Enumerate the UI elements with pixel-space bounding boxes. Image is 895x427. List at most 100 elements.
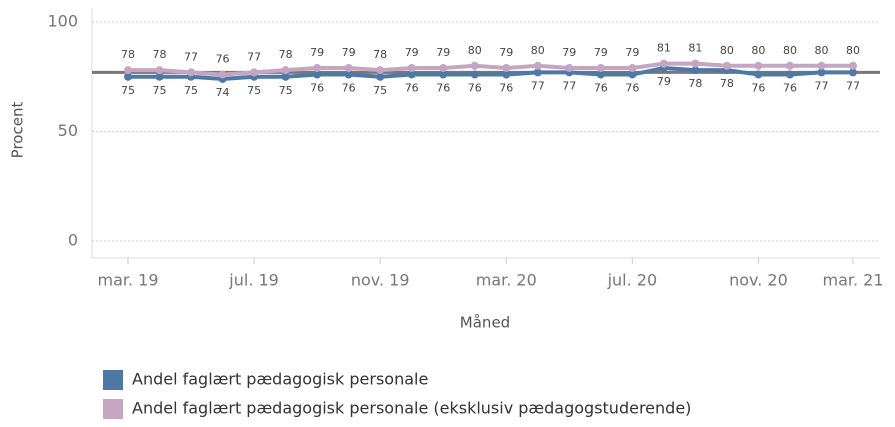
value-label: 76 (342, 82, 356, 95)
value-label: 80 (468, 44, 482, 57)
point (281, 66, 290, 75)
value-label: 76 (751, 82, 765, 95)
y-tick-label: 0 (68, 231, 78, 250)
value-label: 75 (121, 84, 135, 97)
point (124, 72, 132, 81)
value-label: 80 (531, 44, 545, 57)
point (849, 68, 857, 77)
point (376, 66, 385, 75)
value-label: 78 (688, 77, 702, 90)
value-label: 76 (594, 82, 608, 95)
value-label: 77 (531, 79, 545, 92)
value-label: 79 (625, 46, 639, 59)
value-label: 76 (468, 82, 482, 95)
point (533, 61, 542, 70)
point (439, 63, 448, 72)
point (596, 63, 605, 72)
value-label: 81 (657, 42, 671, 55)
x-tick-label: nov. 19 (351, 271, 410, 290)
point (376, 72, 385, 81)
point (817, 61, 826, 70)
value-label: 79 (499, 46, 513, 59)
value-label: 80 (814, 44, 828, 57)
point (502, 70, 511, 79)
point (313, 70, 322, 79)
x-tick-label: mar. 19 (97, 271, 158, 290)
value-label: 80 (720, 44, 734, 57)
value-label: 78 (720, 77, 734, 90)
point (659, 59, 668, 68)
value-label: 79 (310, 46, 324, 59)
value-label: 78 (153, 48, 167, 61)
point (533, 68, 542, 77)
value-label: 79 (594, 46, 608, 59)
point (407, 63, 416, 72)
value-label: 77 (814, 79, 828, 92)
point (628, 70, 637, 79)
value-label: 76 (405, 82, 419, 95)
point (691, 59, 700, 68)
value-label: 78 (121, 48, 135, 61)
value-label: 78 (373, 48, 387, 61)
point (691, 66, 700, 75)
y-axis-title: Procent (9, 102, 27, 159)
point (407, 70, 416, 79)
series-line (128, 65, 853, 81)
value-label: 76 (499, 82, 513, 95)
point (817, 68, 826, 77)
x-tick-label: jul. 20 (607, 271, 658, 290)
point (785, 61, 794, 70)
value-label: 75 (184, 84, 198, 97)
point (565, 63, 574, 72)
value-label: 76 (216, 53, 230, 66)
x-tick-label: jul. 19 (228, 271, 279, 290)
value-label: 80 (846, 44, 860, 57)
value-label: 76 (436, 82, 450, 95)
y-tick-label: 50 (58, 121, 78, 140)
legend-label: Andel faglært pædagogisk personale (eksk… (132, 399, 691, 418)
point (470, 61, 479, 70)
value-label: 75 (279, 84, 293, 97)
value-label: 77 (846, 79, 860, 92)
point (785, 70, 794, 79)
value-label: 80 (751, 44, 765, 57)
value-label: 76 (625, 82, 639, 95)
point (124, 66, 132, 75)
x-tick-label: nov. 20 (729, 271, 788, 290)
point (722, 61, 731, 70)
value-label: 75 (153, 84, 167, 97)
value-label: 78 (279, 48, 293, 61)
point (628, 63, 637, 72)
point (187, 68, 196, 77)
point (439, 70, 448, 79)
point (155, 72, 164, 81)
x-tick-label: mar. 21 (822, 271, 883, 290)
legend-label: Andel faglært pædagogisk personale (132, 370, 428, 389)
legend-swatch (103, 370, 123, 390)
value-label: 76 (783, 82, 797, 95)
x-axis-title: Måned (460, 314, 510, 332)
value-label: 79 (342, 46, 356, 59)
value-label: 76 (310, 82, 324, 95)
series-line (128, 61, 853, 77)
value-label: 79 (436, 46, 450, 59)
value-label: 77 (184, 50, 198, 63)
value-label: 75 (373, 84, 387, 97)
value-label: 80 (783, 44, 797, 57)
point (502, 63, 511, 72)
point (596, 70, 605, 79)
point (155, 66, 164, 75)
point (849, 61, 857, 70)
value-label: 79 (657, 75, 671, 88)
point (754, 70, 763, 79)
value-label: 79 (405, 46, 419, 59)
value-label: 74 (216, 86, 230, 99)
point (344, 70, 353, 79)
value-label: 77 (247, 50, 261, 63)
point (218, 70, 227, 79)
x-tick-label: mar. 20 (476, 271, 537, 290)
legend-swatch (103, 399, 123, 419)
value-label: 79 (562, 46, 576, 59)
value-label: 81 (688, 42, 702, 55)
